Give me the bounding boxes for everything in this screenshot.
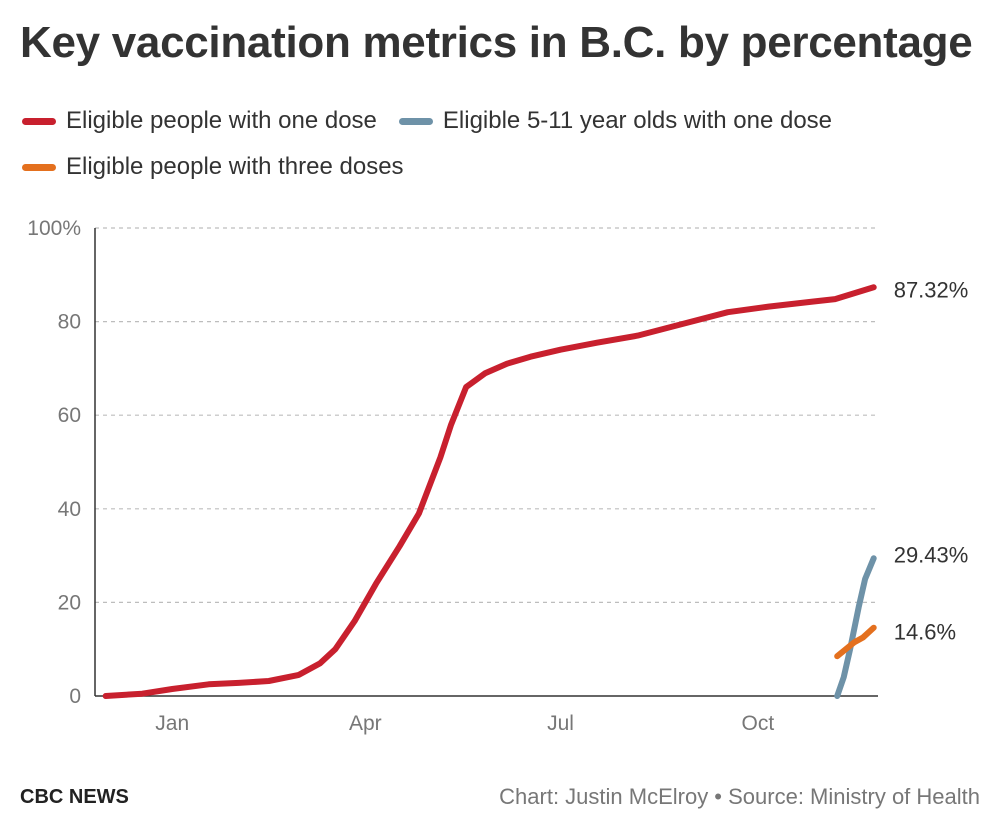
legend-label-5-11-one-dose: Eligible 5-11 year olds with one dose xyxy=(442,107,833,134)
x-tick-label-jan: Jan xyxy=(155,712,189,735)
y-tick-label-4: 80 xyxy=(58,311,81,334)
legend-item-three-doses: Eligible people with three doses xyxy=(22,153,404,181)
axis-layer: 0 20 40 60 80 100% Jan Apr Jul Oct xyxy=(27,217,878,735)
series-layer xyxy=(102,284,877,699)
legend-row-1: Eligible people with one dose Eligible 5… xyxy=(22,98,972,144)
brand-logo: CBC NEWS xyxy=(20,786,129,808)
x-tick-label-apr: Apr xyxy=(349,712,382,735)
x-tick-label-oct: Oct xyxy=(742,712,775,735)
y-tick-label-3: 60 xyxy=(58,404,81,427)
grid-layer xyxy=(95,227,878,603)
chart-credit: Chart: Justin McElroy • Source: Ministry… xyxy=(499,784,980,809)
legend-label-three-doses: Eligible people with three doses xyxy=(66,153,404,180)
line-one-dose xyxy=(102,284,877,699)
legend-item-one-dose: Eligible people with one dose xyxy=(22,107,377,135)
y-tick-label-2: 40 xyxy=(58,498,81,521)
line-5-11-one-dose xyxy=(834,555,877,699)
legend-label-one-dose: Eligible people with one dose xyxy=(66,107,377,134)
line-three-doses xyxy=(834,624,877,660)
end-label-one-dose: 87.32% xyxy=(894,277,969,302)
chart-title: Key vaccination metrics in B.C. by perce… xyxy=(20,18,973,67)
line-chart: 0 20 40 60 80 100% Jan Apr Jul Oct 87.32% 29.43% 14… xyxy=(27,217,969,735)
chart-legend: Eligible people with one dose Eligible 5… xyxy=(22,98,972,190)
legend-item-5-11-one-dose: Eligible 5-11 year olds with one dose xyxy=(398,107,833,135)
y-tick-label-0: 0 xyxy=(69,685,81,708)
label-layer: 87.32% 29.43% 14.6% xyxy=(894,277,969,644)
y-tick-label-5: 100% xyxy=(27,217,81,240)
end-label-three-doses: 14.6% xyxy=(894,620,956,645)
legend-swatch-three-doses xyxy=(22,163,56,171)
end-label-5-11-one-dose: 29.43% xyxy=(894,542,969,567)
legend-row-2: Eligible people with three doses xyxy=(22,144,972,190)
legend-swatch-one-dose xyxy=(22,117,56,125)
legend-swatch-5-11-one-dose xyxy=(398,117,433,125)
x-tick-label-jul: Jul xyxy=(547,712,574,735)
y-tick-label-1: 20 xyxy=(58,591,81,614)
